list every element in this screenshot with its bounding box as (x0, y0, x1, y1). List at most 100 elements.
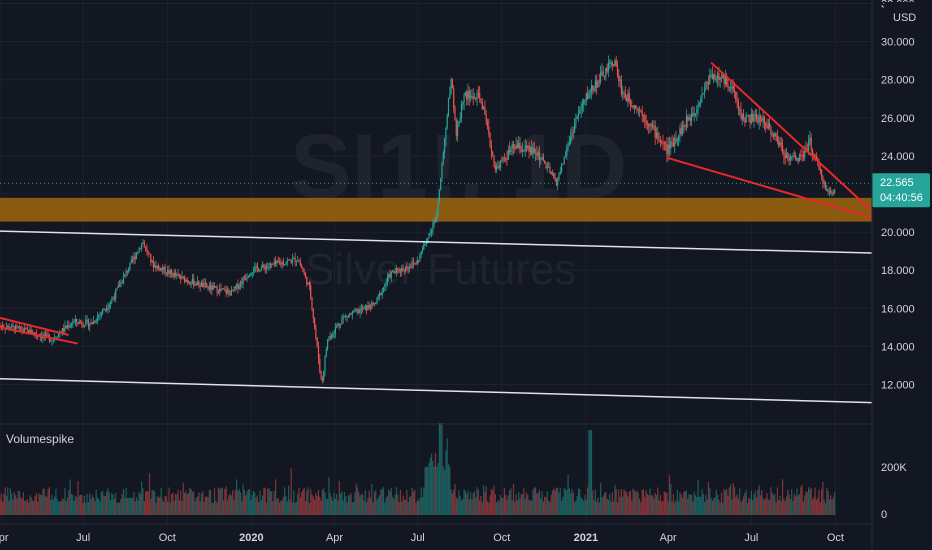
candle-body (298, 260, 300, 262)
candle-body (672, 143, 674, 146)
volume-bar (657, 487, 659, 515)
candles-layer (0, 55, 836, 384)
volume-bar (83, 496, 86, 515)
candle-body (687, 116, 689, 121)
candle-body (121, 282, 123, 284)
volume-bar (441, 423, 443, 515)
candle-body (718, 73, 720, 80)
candle-body (758, 115, 760, 123)
trend-line-channel-upper[interactable] (0, 230, 873, 254)
candle-body (697, 104, 699, 110)
candle-body (408, 267, 411, 269)
candle-body (223, 288, 225, 290)
volume-bar (720, 492, 723, 515)
volume-bar (466, 494, 468, 515)
trend-line-falling-wedge-upper[interactable] (710, 61, 873, 212)
volume-bar (753, 494, 755, 515)
volume-bar (782, 479, 784, 515)
volume-bar (185, 490, 187, 515)
candle-body (661, 141, 663, 143)
candle-body (735, 92, 737, 100)
candle-body (73, 321, 75, 323)
volume-bar (17, 490, 19, 515)
volume-bar (367, 498, 369, 515)
candle-body (164, 266, 166, 274)
volume-bar (405, 500, 407, 515)
price-tick-label: 24.000 (881, 151, 915, 163)
volume-bar (566, 490, 568, 515)
candle-body (155, 265, 157, 269)
trend-line-early-wedge-upper[interactable] (0, 316, 69, 336)
time-axis[interactable] (0, 524, 932, 550)
candle-body (330, 335, 333, 337)
price-axis[interactable] (872, 0, 932, 524)
candle-body (427, 238, 429, 243)
volume-bar (696, 496, 698, 515)
candle-body (328, 338, 330, 340)
candle-body (650, 123, 652, 126)
candle-body (356, 309, 359, 311)
volume-bar (87, 501, 89, 515)
volume-bar (290, 468, 292, 515)
volume-bar (311, 494, 313, 515)
trend-line-early-wedge-lower[interactable] (0, 326, 78, 345)
candle-body (671, 141, 673, 144)
candle-body (823, 181, 825, 184)
volume-bar (740, 501, 742, 515)
candle-body (749, 115, 751, 123)
candle-body (486, 121, 489, 127)
candle-body (505, 158, 507, 160)
candle-body (434, 221, 437, 223)
candle-body (329, 335, 331, 339)
candle-body (589, 91, 591, 94)
volume-bar (698, 496, 700, 515)
candle-body (410, 267, 412, 269)
volume-bar (787, 489, 789, 515)
volume-bar (814, 487, 816, 515)
candle-body (295, 261, 297, 263)
candle-body (255, 265, 257, 268)
volume-bar (67, 497, 69, 515)
candle-body (80, 321, 82, 323)
volume-bar (145, 491, 147, 515)
candle-body (232, 290, 234, 292)
volume-bar (463, 489, 465, 515)
candle-body (150, 254, 152, 262)
candle-body (584, 100, 586, 102)
volume-bar (462, 498, 464, 515)
candle-body (407, 268, 409, 270)
volume-bar (137, 500, 139, 515)
volume-bar (809, 489, 811, 515)
volume-bar (622, 496, 624, 515)
candle-body (453, 88, 455, 108)
volume-bar (294, 502, 296, 515)
volume-bar (616, 502, 619, 515)
candle-body (658, 139, 660, 141)
volume-bar (528, 499, 530, 515)
volume-bar (477, 489, 479, 515)
trend-line-channel-lower[interactable] (0, 378, 873, 404)
candle-body (603, 75, 606, 77)
support-zone[interactable] (0, 197, 872, 222)
candle-body (493, 155, 495, 166)
volume-bar (421, 496, 424, 515)
volume-bar (351, 501, 353, 515)
volume-bar (648, 495, 650, 515)
volume-bar (199, 501, 201, 515)
candle-body (719, 77, 721, 80)
candle-body (562, 163, 564, 165)
volume-bar (154, 491, 156, 515)
volume-bar (598, 502, 600, 515)
candle-body (471, 96, 473, 98)
volume-bar (476, 487, 478, 515)
volume-bar (190, 489, 192, 515)
candle-body (302, 268, 304, 272)
volume-bar (178, 500, 180, 515)
volume-indicator-label[interactable]: Volumespike (6, 432, 74, 446)
volume-bar (384, 502, 386, 515)
trend-line-falling-wedge-lower[interactable] (666, 156, 873, 219)
candle-body (288, 259, 290, 261)
volume-bar (821, 489, 823, 515)
candle-body (460, 104, 463, 119)
